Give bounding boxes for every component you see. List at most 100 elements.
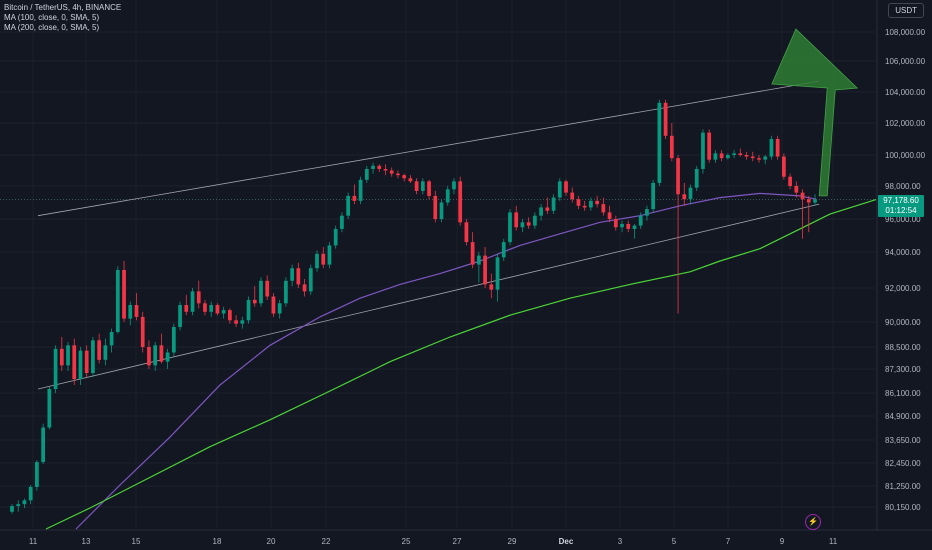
candle-body [109,332,114,346]
x-tick-label: Dec [559,537,574,546]
last-price-tag: 97,178.60 01:12:54 [878,195,924,217]
candle-body [813,199,817,203]
legend-ma200[interactable]: MA (200, close, 0, SMA, 5) [4,23,100,32]
candle-body [53,348,58,389]
candle-body [576,199,581,206]
candle-body [464,222,469,243]
candle-body [663,102,668,136]
x-tick-label: 15 [132,537,141,546]
x-tick-label: 18 [213,537,222,546]
candle-body [694,168,699,188]
candle-body [296,268,301,285]
candle-body [458,181,463,223]
candle-body [389,170,394,174]
candle-body [782,156,786,177]
projection-arrow[interactable] [771,28,859,197]
candle-body [72,345,77,379]
candle-body [707,132,712,160]
candle-body [91,340,95,373]
candle-body [302,284,307,292]
candle-body [59,348,64,366]
x-tick-label: 13 [82,537,91,546]
candle-body [128,305,133,319]
candle-body [209,305,214,312]
y-tick-label: 106,000.00 [885,57,926,66]
candle-body [651,182,656,210]
y-tick-label: 92,000.00 [885,284,921,293]
candle-body [41,427,45,463]
channel-upper-line [37,80,820,217]
candle-body [570,192,575,200]
candle-body [483,255,487,285]
candles [10,99,817,514]
candle-body [582,205,587,208]
candle-body [346,195,351,216]
candle-body [352,195,357,201]
x-tick-label: 27 [453,537,462,546]
candle-body [402,175,407,179]
candle-body [551,197,556,211]
candle-body [732,153,736,155]
candle-body [252,299,257,304]
candle-body [265,280,270,297]
y-tick-label: 102,000.00 [885,119,926,128]
candle-body [719,153,724,159]
y-tick-label: 80,150.00 [885,503,921,512]
candle-body [626,223,631,229]
candle-body [794,186,799,193]
y-tick-label: 108,000.00 [885,28,926,37]
x-tick-label: 22 [322,537,331,546]
projection-arrow-shape [771,28,859,197]
candle-body [669,135,674,159]
candle-body [333,228,338,246]
candle-body [259,280,263,304]
candle-body [638,215,643,226]
candle-body [495,257,500,290]
candle-body [28,486,33,501]
x-tick-label: 11 [29,537,38,546]
tradingview-replay-icon[interactable]: ⚡ [805,514,821,530]
last-price-value: 97,178.60 [883,196,919,205]
x-tick-label: 29 [508,537,517,546]
candle-body [228,310,232,321]
candle-body [115,270,120,332]
candle-body [763,156,768,160]
x-tick-label: 5 [672,537,677,546]
y-tick-label: 88,500.00 [885,343,921,352]
candle-body [800,192,805,200]
candle-body [122,270,126,319]
candle-body [545,207,550,211]
legend-symbol[interactable]: Bitcoin / TetherUS, 4h, BINANCE [4,3,122,12]
candle-body [16,504,21,507]
candle-body [78,350,83,379]
candle-body [701,132,705,169]
candle-body [159,345,164,362]
candle-body [396,173,400,176]
candle-body [744,155,749,157]
legend-ma100[interactable]: MA (100, close, 0, SMA, 5) [4,13,100,22]
candle-body [84,350,89,373]
x-tick-label: 11 [829,537,838,546]
candle-body [308,268,313,292]
candle-body [439,202,444,219]
ma200-line [45,199,877,530]
candle-body [134,305,139,317]
candle-body [10,506,14,512]
x-tick-label: 20 [267,537,276,546]
currency-button[interactable]: USDT [888,3,924,18]
y-tick-label: 81,250.00 [885,482,921,491]
candle-body [246,299,251,321]
candle-body [178,305,182,327]
candle-body [277,303,282,314]
candle-body [738,153,743,155]
candle-body [221,310,226,314]
candle-body [713,153,718,160]
candle-body [364,168,369,180]
candle-body [284,280,288,304]
y-tick-label: 83,650.00 [885,436,921,445]
grid [0,31,875,508]
candle-body [171,327,176,353]
